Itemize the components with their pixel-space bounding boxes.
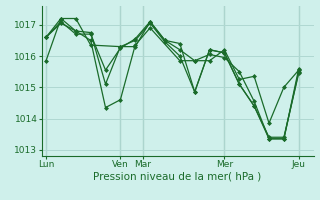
X-axis label: Pression niveau de la mer( hPa ): Pression niveau de la mer( hPa )	[93, 172, 262, 182]
